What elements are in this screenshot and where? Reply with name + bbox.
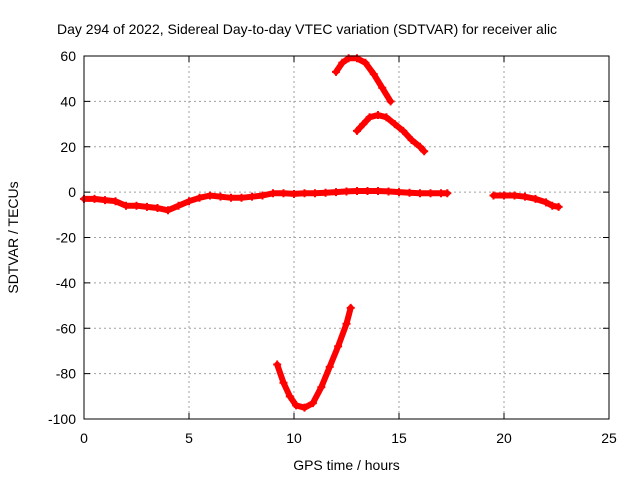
data-point (292, 401, 301, 410)
y-tick-label: -40 (56, 275, 76, 291)
y-axis-title: SDTVAR / TECUs (5, 181, 21, 293)
data-point (285, 392, 294, 401)
data-point (111, 197, 120, 206)
data-point (426, 189, 435, 198)
data-point (216, 192, 225, 201)
data-point (416, 189, 424, 198)
series-arc-lower (273, 303, 355, 412)
data-point (390, 120, 399, 129)
x-tick-label: 15 (391, 430, 407, 446)
data-point (531, 194, 540, 203)
x-tick-label: 20 (496, 430, 512, 446)
data-point (399, 126, 408, 135)
x-tick-label: 0 (80, 430, 88, 446)
data-point (363, 186, 372, 195)
data-point (195, 193, 204, 202)
x-tick-label: 5 (185, 430, 193, 446)
data-point (300, 403, 309, 412)
data-point (489, 191, 498, 200)
x-tick-label: 25 (601, 430, 617, 446)
data-point (443, 189, 452, 198)
y-tick-label: -80 (56, 366, 76, 382)
series-line (354, 112, 428, 155)
series-arc-upper (332, 54, 395, 106)
axis-ticks: 0 5 10 15 20 25 -100 -80 -60 -40 -20 0 20 40 60 (48, 48, 617, 446)
data-point (258, 191, 267, 200)
data-point (237, 193, 246, 202)
data-point (325, 362, 334, 371)
data-point (227, 193, 235, 202)
data-point (361, 58, 370, 67)
chart-title: Day 294 of 2022, Sidereal Day-to-day VTE… (57, 21, 557, 37)
data-point (334, 342, 343, 351)
data-point (353, 126, 361, 135)
y-tick-label: 40 (60, 93, 76, 109)
data-point (164, 206, 172, 215)
data-point (407, 135, 416, 144)
data-point (122, 201, 130, 210)
data-point (174, 201, 183, 210)
data-point (321, 188, 330, 197)
data-point (308, 399, 317, 408)
data-point (510, 191, 519, 200)
data-point (359, 120, 368, 129)
data-point (374, 110, 382, 119)
data-point (248, 192, 256, 201)
series-arc-middle (353, 110, 429, 156)
data-point (279, 189, 288, 198)
data-point (185, 197, 193, 206)
data-point (90, 194, 99, 203)
data-point (346, 303, 355, 312)
data-series (80, 54, 563, 412)
data-point (206, 191, 214, 200)
data-point (342, 319, 351, 328)
y-tick-label: 20 (60, 139, 76, 155)
data-point (386, 97, 395, 106)
data-point (338, 58, 347, 67)
series-baseline-late (489, 191, 563, 211)
data-point (420, 147, 429, 156)
x-axis-title: GPS time / hours (293, 457, 400, 473)
data-point (554, 202, 563, 211)
y-tick-label: 0 (68, 184, 76, 200)
y-tick-label: 60 (60, 48, 76, 64)
data-point (273, 360, 282, 369)
data-point (374, 186, 382, 195)
data-point (279, 378, 288, 387)
y-tick-label: -60 (56, 320, 76, 336)
data-point (521, 192, 529, 201)
data-point (542, 198, 550, 207)
data-point (153, 204, 162, 213)
data-point (378, 83, 387, 92)
data-point (132, 201, 141, 210)
data-point (311, 189, 319, 198)
data-point (548, 201, 557, 210)
data-point (365, 113, 374, 122)
series-baseline-early (80, 186, 452, 215)
data-point (332, 67, 340, 76)
data-point (382, 113, 391, 122)
x-tick-label: 10 (286, 430, 302, 446)
data-point (384, 187, 393, 196)
data-point (353, 186, 361, 195)
y-tick-label: -20 (56, 230, 76, 246)
data-point (143, 202, 151, 211)
data-point (332, 188, 340, 197)
data-point (300, 189, 309, 198)
data-point (269, 189, 277, 198)
data-point (416, 142, 424, 151)
data-point (369, 70, 378, 79)
grid-lines (84, 56, 609, 419)
data-point (101, 196, 109, 205)
data-point (317, 383, 326, 392)
data-point (500, 191, 508, 200)
y-tick-label: -100 (48, 411, 76, 427)
data-point (290, 189, 298, 198)
data-point (405, 188, 414, 197)
data-point (342, 187, 351, 196)
data-point (395, 188, 403, 197)
